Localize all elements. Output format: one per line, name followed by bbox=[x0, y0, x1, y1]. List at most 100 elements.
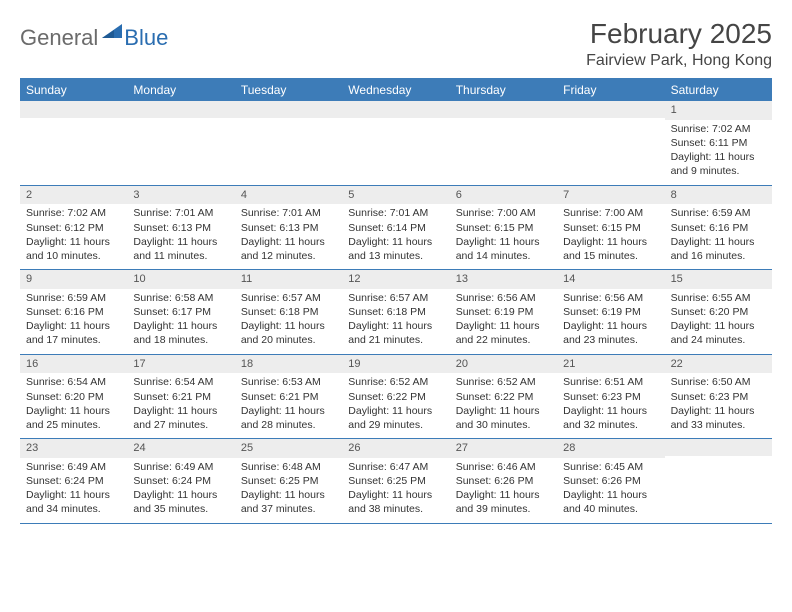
calendar-week: 16Sunrise: 6:54 AMSunset: 6:20 PMDayligh… bbox=[20, 355, 772, 440]
daylight-text: Daylight: 11 hours and 13 minutes. bbox=[348, 235, 443, 263]
sunrise-text: Sunrise: 6:59 AM bbox=[26, 291, 121, 305]
day-number: 28 bbox=[557, 439, 664, 458]
cell-body: Sunrise: 6:56 AMSunset: 6:19 PMDaylight:… bbox=[557, 289, 664, 354]
cell-body bbox=[665, 456, 772, 464]
day-number bbox=[450, 101, 557, 118]
sunset-text: Sunset: 6:21 PM bbox=[241, 390, 336, 404]
cell-body: Sunrise: 6:45 AMSunset: 6:26 PMDaylight:… bbox=[557, 458, 664, 523]
daylight-text: Daylight: 11 hours and 20 minutes. bbox=[241, 319, 336, 347]
sunrise-text: Sunrise: 6:46 AM bbox=[456, 460, 551, 474]
sunset-text: Sunset: 6:15 PM bbox=[456, 221, 551, 235]
daylight-text: Daylight: 11 hours and 30 minutes. bbox=[456, 404, 551, 432]
day-number: 18 bbox=[235, 355, 342, 374]
sunset-text: Sunset: 6:13 PM bbox=[133, 221, 228, 235]
sunset-text: Sunset: 6:24 PM bbox=[133, 474, 228, 488]
calendar-cell: 15 Sunrise: 6:55 AMSunset: 6:20 PMDayligh… bbox=[665, 270, 772, 354]
day-number: 9 bbox=[20, 270, 127, 289]
sunset-text: Sunset: 6:16 PM bbox=[671, 221, 766, 235]
sunrise-text: Sunrise: 7:01 AM bbox=[348, 206, 443, 220]
logo: General Blue bbox=[20, 18, 168, 51]
day-number bbox=[557, 101, 664, 118]
sunrise-text: Sunrise: 6:49 AM bbox=[26, 460, 121, 474]
calendar-cell: 10Sunrise: 6:58 AMSunset: 6:17 PMDayligh… bbox=[127, 270, 234, 354]
calendar-cell: 6Sunrise: 7:00 AMSunset: 6:15 PMDaylight… bbox=[450, 186, 557, 270]
sunset-text: Sunset: 6:19 PM bbox=[563, 305, 658, 319]
day-number: 5 bbox=[342, 186, 449, 205]
calendar-cell: 13Sunrise: 6:56 AMSunset: 6:19 PMDayligh… bbox=[450, 270, 557, 354]
day-number: 23 bbox=[20, 439, 127, 458]
sunset-text: Sunset: 6:20 PM bbox=[26, 390, 121, 404]
cell-body: Sunrise: 7:01 AMSunset: 6:14 PMDaylight:… bbox=[342, 204, 449, 269]
sunrise-text: Sunrise: 6:57 AM bbox=[348, 291, 443, 305]
daylight-text: Daylight: 11 hours and 33 minutes. bbox=[671, 404, 766, 432]
sunrise-text: Sunrise: 6:50 AM bbox=[671, 375, 766, 389]
calendar-cell bbox=[342, 101, 449, 185]
sunset-text: Sunset: 6:18 PM bbox=[348, 305, 443, 319]
calendar-cell: 5Sunrise: 7:01 AMSunset: 6:14 PMDaylight… bbox=[342, 186, 449, 270]
day-number: 1 bbox=[665, 101, 772, 120]
daylight-text: Daylight: 11 hours and 28 minutes. bbox=[241, 404, 336, 432]
sunrise-text: Sunrise: 6:49 AM bbox=[133, 460, 228, 474]
sunrise-text: Sunrise: 6:56 AM bbox=[563, 291, 658, 305]
calendar-cell bbox=[20, 101, 127, 185]
sunset-text: Sunset: 6:15 PM bbox=[563, 221, 658, 235]
daylight-text: Daylight: 11 hours and 34 minutes. bbox=[26, 488, 121, 516]
sunrise-text: Sunrise: 6:52 AM bbox=[456, 375, 551, 389]
calendar-cell: 1Sunrise: 7:02 AMSunset: 6:11 PMDaylight… bbox=[665, 101, 772, 185]
calendar-cell: 22Sunrise: 6:50 AMSunset: 6:23 PMDayligh… bbox=[665, 355, 772, 439]
daylight-text: Daylight: 11 hours and 39 minutes. bbox=[456, 488, 551, 516]
cell-body: Sunrise: 6:50 AMSunset: 6:23 PMDaylight:… bbox=[665, 373, 772, 438]
title-block: February 2025 Fairview Park, Hong Kong bbox=[586, 18, 772, 70]
cell-body: Sunrise: 6:48 AMSunset: 6:25 PMDaylight:… bbox=[235, 458, 342, 523]
daylight-text: Daylight: 11 hours and 25 minutes. bbox=[26, 404, 121, 432]
dayname-monday: Monday bbox=[127, 79, 234, 101]
sunrise-text: Sunrise: 6:47 AM bbox=[348, 460, 443, 474]
daylight-text: Daylight: 11 hours and 21 minutes. bbox=[348, 319, 443, 347]
day-number: 3 bbox=[127, 186, 234, 205]
calendar-cell: 11Sunrise: 6:57 AMSunset: 6:18 PMDayligh… bbox=[235, 270, 342, 354]
day-number: 2 bbox=[20, 186, 127, 205]
sunrise-text: Sunrise: 7:02 AM bbox=[26, 206, 121, 220]
calendar-cell: 17Sunrise: 6:54 AMSunset: 6:21 PMDayligh… bbox=[127, 355, 234, 439]
day-number: 14 bbox=[557, 270, 664, 289]
cell-body bbox=[557, 118, 664, 126]
day-number: 20 bbox=[450, 355, 557, 374]
sunset-text: Sunset: 6:19 PM bbox=[456, 305, 551, 319]
calendar-cell: 3Sunrise: 7:01 AMSunset: 6:13 PMDaylight… bbox=[127, 186, 234, 270]
cell-body: Sunrise: 6:54 AMSunset: 6:21 PMDaylight:… bbox=[127, 373, 234, 438]
daylight-text: Daylight: 11 hours and 15 minutes. bbox=[563, 235, 658, 263]
day-number: 15 bbox=[665, 270, 772, 289]
cell-body bbox=[342, 118, 449, 126]
calendar-cell bbox=[665, 439, 772, 523]
cell-body bbox=[127, 118, 234, 126]
sunset-text: Sunset: 6:26 PM bbox=[563, 474, 658, 488]
sunset-text: Sunset: 6:20 PM bbox=[671, 305, 766, 319]
calendar-cell: 24Sunrise: 6:49 AMSunset: 6:24 PMDayligh… bbox=[127, 439, 234, 523]
sunrise-text: Sunrise: 6:54 AM bbox=[133, 375, 228, 389]
sunrise-text: Sunrise: 6:58 AM bbox=[133, 291, 228, 305]
logo-triangle-icon bbox=[102, 24, 122, 43]
calendar-cell: 26Sunrise: 6:47 AMSunset: 6:25 PMDayligh… bbox=[342, 439, 449, 523]
sunrise-text: Sunrise: 6:52 AM bbox=[348, 375, 443, 389]
day-number: 25 bbox=[235, 439, 342, 458]
dayname-thursday: Thursday bbox=[450, 79, 557, 101]
sunset-text: Sunset: 6:14 PM bbox=[348, 221, 443, 235]
daylight-text: Daylight: 11 hours and 22 minutes. bbox=[456, 319, 551, 347]
calendar-cell: 9Sunrise: 6:59 AMSunset: 6:16 PMDaylight… bbox=[20, 270, 127, 354]
day-number: 13 bbox=[450, 270, 557, 289]
day-number: 21 bbox=[557, 355, 664, 374]
cell-body bbox=[20, 118, 127, 126]
sunrise-text: Sunrise: 6:55 AM bbox=[671, 291, 766, 305]
cell-body: Sunrise: 6:51 AMSunset: 6:23 PMDaylight:… bbox=[557, 373, 664, 438]
calendar-cell bbox=[127, 101, 234, 185]
dayname-friday: Friday bbox=[557, 79, 664, 101]
daylight-text: Daylight: 11 hours and 24 minutes. bbox=[671, 319, 766, 347]
day-number bbox=[20, 101, 127, 118]
daylight-text: Daylight: 11 hours and 27 minutes. bbox=[133, 404, 228, 432]
calendar-cell: 27Sunrise: 6:46 AMSunset: 6:26 PMDayligh… bbox=[450, 439, 557, 523]
sunset-text: Sunset: 6:11 PM bbox=[671, 136, 766, 150]
daylight-text: Daylight: 11 hours and 23 minutes. bbox=[563, 319, 658, 347]
logo-text-blue: Blue bbox=[124, 25, 168, 51]
cell-body: Sunrise: 7:01 AMSunset: 6:13 PMDaylight:… bbox=[235, 204, 342, 269]
daylight-text: Daylight: 11 hours and 38 minutes. bbox=[348, 488, 443, 516]
